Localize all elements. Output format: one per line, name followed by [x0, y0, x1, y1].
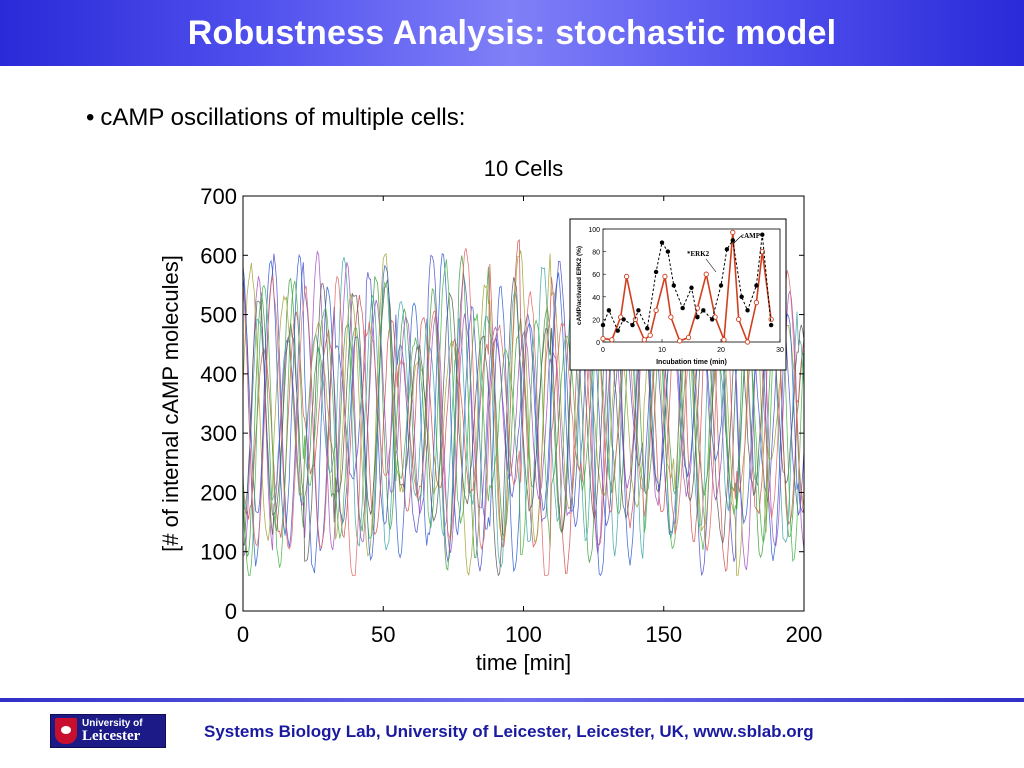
inset-y-tick-label: 80: [592, 250, 600, 257]
logo-line2: Leicester: [82, 727, 141, 744]
inset-erk2-point: [671, 283, 676, 288]
x-tick-label: 50: [371, 622, 395, 647]
y-tick-label: 0: [225, 599, 237, 624]
inset-camp-point: [753, 299, 760, 306]
y-tick-label: 700: [200, 184, 237, 209]
inset-y-tick-label: 40: [592, 295, 600, 302]
inset-erk2-point: [718, 283, 724, 288]
inset-camp-point: [677, 338, 683, 344]
inset-chart: 0 20 40 60 80 100 0 10 20 30 Incubation time (min)…: [569, 218, 787, 371]
inset-erk2-point: [653, 269, 659, 275]
inset-camp-point: [768, 316, 774, 323]
cell-trace-8: [243, 253, 804, 577]
inset-erk2-point: [701, 308, 706, 313]
logo-line1: University of: [82, 717, 143, 729]
inset-camp-point: [736, 316, 742, 323]
y-tick-label: 500: [200, 303, 237, 328]
inset-x-tick-label: 20: [717, 347, 725, 354]
logo-text: University of Leicester: [82, 717, 143, 744]
y-tick-label: 200: [200, 480, 237, 505]
inset-erk2-point: [600, 322, 606, 328]
x-axis-label: time [min]: [476, 650, 571, 675]
inset-erk2-point: [680, 305, 685, 311]
inset-camp-point: [609, 337, 615, 343]
inset-erk2-point: [689, 285, 694, 290]
inset-erk2-point: [739, 294, 744, 299]
y-tick-label: 600: [200, 243, 237, 268]
slide-title: Robustness Analysis: stochastic model: [187, 13, 837, 52]
inset-background: [569, 218, 787, 371]
inset-erk2-point: [645, 326, 650, 331]
bullet-point: • cAMP oscillations of multiple cells:: [86, 104, 465, 132]
inset-erk2-point: [659, 240, 665, 245]
inset-camp-point: [600, 335, 606, 342]
inset-erk2-point: [754, 283, 759, 288]
inset-camp-point: [721, 337, 727, 343]
inset-camp-point: [668, 314, 674, 320]
inset-y-tick-label: 20: [592, 317, 600, 324]
inset-camp-point: [641, 337, 647, 343]
inset-erk2-point: [709, 317, 715, 322]
y-tick-label: 100: [200, 540, 237, 565]
x-tick-label: 150: [645, 622, 682, 647]
footer-divider: [0, 698, 1024, 702]
inset-erk2-point: [606, 308, 612, 313]
x-tick-label: 0: [237, 622, 249, 647]
y-axis-label: [# of internal cAMP molecules]: [158, 255, 183, 552]
x-tick-label: 200: [786, 622, 823, 647]
inset-erk2-point: [636, 308, 641, 313]
inset-erk2-point: [630, 322, 635, 328]
inset-frame: [602, 228, 781, 343]
inset-camp-point: [623, 273, 630, 280]
inset-annotation-camp: cAMP: [741, 232, 761, 240]
inset-y-tick-label: 100: [588, 227, 600, 234]
inset-x-tick-label: 10: [658, 347, 666, 354]
inset-annotation-erk2: *ERK2: [687, 250, 710, 258]
inset-y-axis-label: cAMP/activated ERK2 (%): [576, 246, 583, 325]
university-logo: University of Leicester: [50, 714, 166, 748]
inset-camp-point: [653, 307, 659, 314]
inset-camp-point: [662, 273, 668, 280]
inset-x-tick-label: 30: [776, 347, 784, 354]
cell-trace-10: [243, 248, 804, 576]
inset-series-camp-line: [602, 232, 772, 345]
inset-y-tick-label: 0: [596, 340, 600, 347]
inset-erk2-point: [665, 249, 671, 254]
title-bar: Robustness Analysis: stochastic model: [0, 0, 1024, 66]
inset-x-axis-label: Incubation time (min): [656, 359, 727, 366]
inset-annotation-camp-pointer: [732, 235, 742, 245]
inset-erk2-point: [760, 232, 765, 237]
inset-camp-point: [703, 271, 709, 277]
x-tick-label: 100: [505, 622, 542, 647]
cell-trace-6: [243, 250, 804, 576]
inset-camp-point: [685, 334, 692, 341]
inset-erk2-point: [621, 317, 626, 322]
inset-erk2-point: [730, 238, 735, 243]
crest-icon: [55, 718, 77, 744]
bullet-dot: •: [86, 104, 95, 131]
inset-erk2-point: [768, 322, 774, 328]
inset-camp-point: [744, 339, 751, 345]
bullet-text: cAMP oscillations of multiple cells:: [100, 104, 466, 131]
cell-trace-9: [243, 251, 804, 576]
inset-x-tick-label: 0: [601, 347, 605, 354]
stochastic-traces: [243, 238, 804, 577]
chart-title: 10 Cells: [484, 156, 563, 181]
inset-erk2-point: [745, 308, 750, 313]
inset-annotation-erk2-pointer: [705, 258, 717, 273]
inset-camp-point: [730, 229, 736, 236]
y-tick-label: 300: [200, 421, 237, 446]
inset-y-tick-label: 60: [592, 272, 600, 279]
y-tick-label: 400: [200, 362, 237, 387]
footer-credit: Systems Biology Lab, University of Leice…: [204, 722, 814, 741]
inset-erk2-point: [695, 314, 700, 320]
inset-erk2-point: [724, 247, 730, 252]
inset-erk2-point: [615, 328, 620, 333]
inset-camp-point: [647, 332, 653, 338]
